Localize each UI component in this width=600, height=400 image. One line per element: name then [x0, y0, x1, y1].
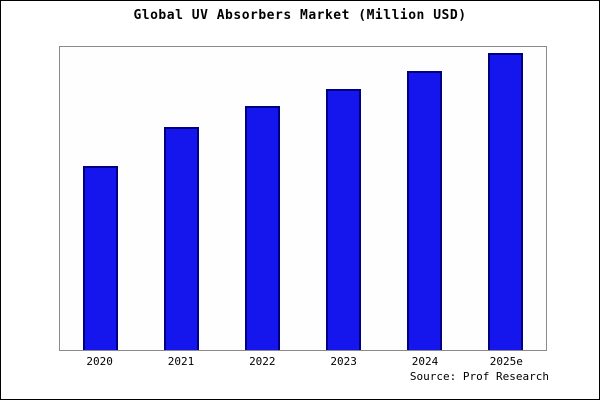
bar-2022: [245, 106, 280, 350]
bar-2021: [164, 127, 199, 350]
bar-2020: [83, 165, 118, 350]
x-tick-label-2021: 2021: [167, 355, 195, 368]
bar-2025e: [488, 52, 523, 350]
chart-title: Global UV Absorbers Market (Million USD): [133, 8, 467, 23]
plot-area: [59, 46, 547, 351]
bar-2024: [407, 70, 442, 350]
x-tick-label-2020: 2020: [86, 355, 113, 368]
bar-2023: [326, 88, 361, 350]
x-tick-label-2023: 2023: [330, 355, 357, 368]
source-attribution: Source: Prof Research: [409, 370, 549, 383]
x-tick-label-2025e: 2025e: [489, 355, 523, 368]
x-axis-labels: 2020 2021 2022 2023 2024 2025e: [59, 355, 547, 368]
x-tick-label-2022: 2022: [249, 355, 276, 368]
x-tick-label-2024: 2024: [411, 355, 439, 368]
